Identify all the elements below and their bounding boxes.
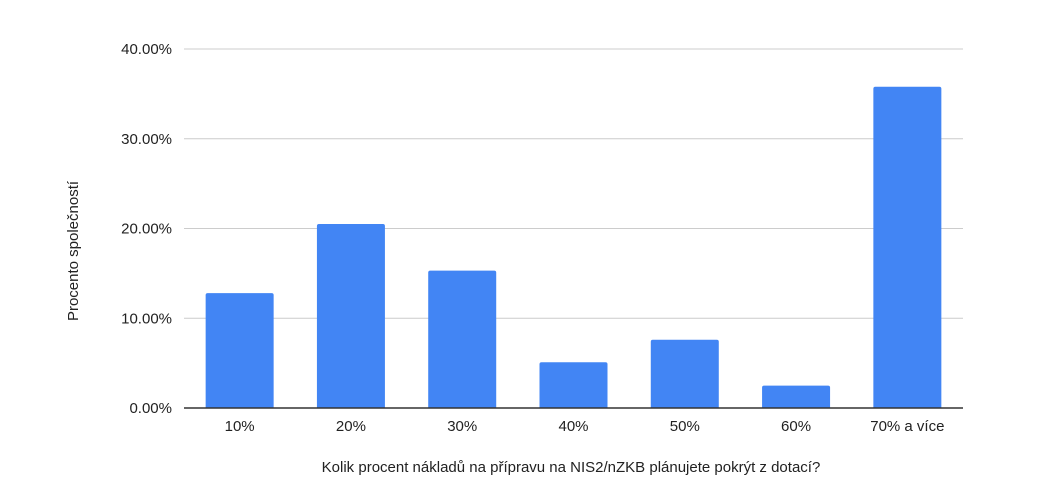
bar-1 [205,293,274,408]
x-tick-label: 10% [225,418,255,435]
bar-2 [316,224,385,408]
x-axis-tick-labels: 10% 20% 30% 40% 50% 60% 70% a více [225,418,945,435]
y-axis-title: Procento společností [65,180,82,321]
y-axis-tick-labels: 0.00% 10.00% 20.00% 30.00% 40.00% [121,41,172,417]
x-tick-label: 60% [781,418,811,435]
y-tick-label: 20.00% [121,221,172,238]
y-tick-label: 30.00% [121,131,172,148]
bars [205,86,942,408]
bar-4 [539,362,608,408]
y-tick-label: 10.00% [121,310,172,327]
x-tick-label: 50% [670,418,700,435]
bar-5 [650,339,719,408]
bar-7 [873,86,942,408]
y-tick-label: 40.00% [121,41,172,58]
x-axis-title: Kolik procent nákladů na přípravu na NIS… [322,459,821,476]
y-tick-label: 0.00% [129,400,172,417]
gridlines [184,48,963,319]
x-tick-label: 30% [447,418,477,435]
x-tick-label: 40% [558,418,588,435]
x-tick-label: 70% a více [870,418,944,435]
x-tick-label: 20% [336,418,366,435]
bar-6 [762,385,831,408]
bar-3 [428,270,497,408]
